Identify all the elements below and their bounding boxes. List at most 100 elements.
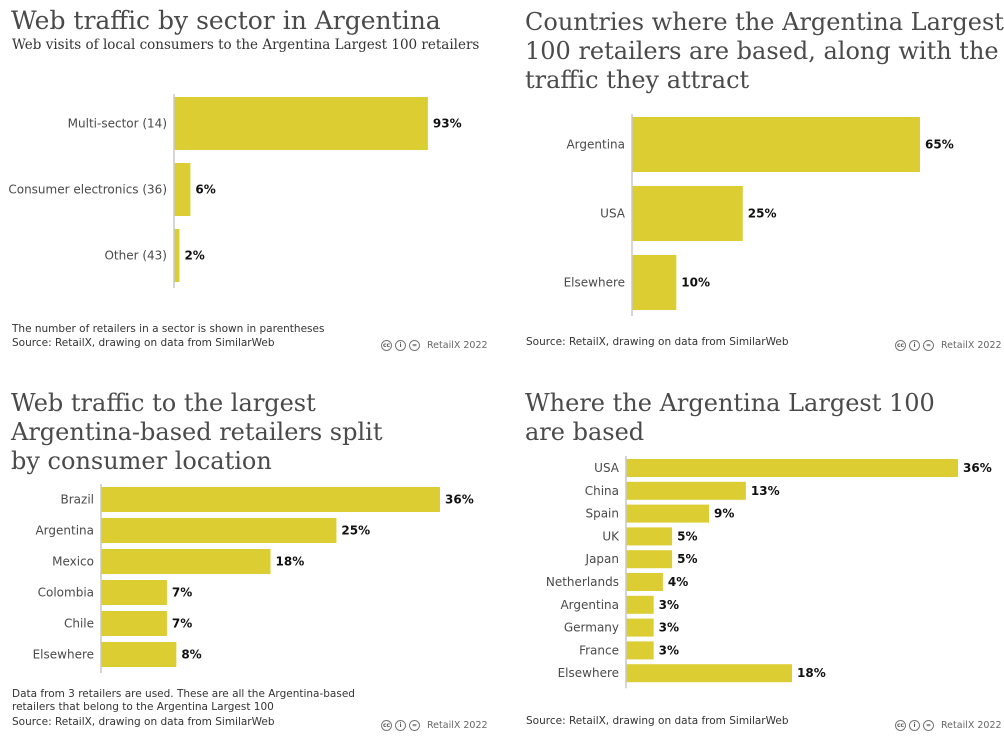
license-credit: cc i = RetailX 2022 [381, 720, 488, 731]
chart-title-line-3: traffic they attract [525, 66, 750, 94]
category-label: France [579, 643, 619, 657]
bar [626, 573, 663, 591]
value-label: 93% [433, 117, 462, 131]
category-label: Consumer electronics (36) [8, 183, 167, 197]
chart-title-line-2: 100 retailers are based, along with the [525, 37, 999, 65]
bar [626, 527, 673, 546]
chart-title-line-1: Where the Argentina Largest 100 [525, 389, 935, 417]
chart-title-line-1: Web traffic to the largest [11, 389, 316, 417]
nd-icon: = [923, 340, 934, 351]
category-label: Argentina [566, 138, 625, 152]
credit-text: RetailX 2022 [941, 720, 1002, 731]
bar [632, 255, 677, 310]
credit-text: RetailX 2022 [427, 720, 488, 731]
nd-icon: = [409, 340, 420, 351]
value-label: 18% [276, 555, 305, 569]
category-label: UK [602, 529, 620, 543]
nd-icon: = [409, 720, 420, 731]
value-label: 25% [748, 207, 777, 221]
value-label: 9% [714, 507, 734, 521]
chart-subtitle: Web visits of local consumers to the Arg… [12, 37, 480, 53]
cc-icon: cc [895, 340, 906, 351]
license-credit: cc i = RetailX 2022 [381, 340, 488, 351]
credit-text: RetailX 2022 [427, 340, 488, 351]
chart-title-line-1: Countries where the Argentina Largest [525, 8, 1004, 36]
value-label: 4% [668, 575, 688, 589]
category-label: Mexico [52, 555, 94, 569]
chart-note-line-2: retailers that belong to the Argentina L… [12, 701, 274, 713]
value-label: 7% [172, 586, 192, 600]
bar [101, 580, 167, 605]
bar [626, 618, 654, 637]
category-label: Argentina [560, 598, 619, 612]
license-credit: cc i = RetailX 2022 [895, 340, 1002, 351]
chart-note-line-1: Data from 3 retailers are used. These ar… [12, 688, 355, 700]
bar [632, 117, 920, 172]
category-label: USA [600, 207, 626, 221]
category-label: Japan [585, 552, 619, 566]
bar [626, 595, 654, 614]
bar [626, 459, 958, 477]
value-label: 7% [172, 617, 192, 631]
license-credit: cc i = RetailX 2022 [895, 720, 1002, 731]
category-label: Elsewhere [564, 276, 625, 290]
bar-chart-countries: Argentina 65% USA 25% Elsewhere 10% [564, 114, 954, 316]
bar [632, 186, 743, 241]
value-label: 13% [751, 484, 780, 498]
bar [101, 642, 177, 667]
category-label: Colombia [38, 586, 94, 600]
bar [626, 481, 746, 500]
cc-icon: cc [895, 720, 906, 731]
category-label: Brazil [61, 493, 95, 507]
category-label: Elsewhere [558, 666, 619, 680]
bar [626, 664, 792, 683]
value-label: 5% [677, 529, 697, 543]
chart-source: Source: RetailX, drawing on data from Si… [12, 337, 275, 349]
cc-icon: cc [381, 340, 392, 351]
bar [626, 641, 654, 660]
category-label: Other (43) [104, 249, 167, 263]
chart-note: The number of retailers in a sector is s… [12, 323, 325, 335]
value-label: 3% [659, 621, 679, 635]
cc-icon: cc [381, 720, 392, 731]
value-label: 3% [659, 598, 679, 612]
value-label: 36% [445, 493, 474, 507]
bar [174, 97, 428, 150]
bar [626, 504, 709, 523]
bar [101, 611, 167, 636]
chart-title-line-2: Argentina-based retailers split [11, 418, 383, 446]
bar [174, 229, 180, 282]
bar-chart-sector: Multi-sector (14) 93% Consumer electronics… [8, 94, 462, 288]
category-label: Netherlands [546, 575, 619, 589]
value-label: 2% [184, 249, 204, 263]
chart-source: Source: RetailX, drawing on data from Si… [526, 715, 789, 727]
bar [101, 549, 271, 574]
bar [101, 487, 440, 512]
value-label: 8% [181, 648, 201, 662]
value-label: 65% [925, 138, 954, 152]
bar [101, 518, 337, 543]
credit-text: RetailX 2022 [941, 340, 1002, 351]
category-label: Germany [564, 621, 619, 635]
value-label: 3% [659, 643, 679, 657]
chart-title: Web traffic by sector in Argentina [11, 6, 441, 35]
value-label: 25% [341, 524, 370, 538]
bar-chart-retailer-base: USA 36% China 13% Spain 9% UK 5% Japan 5% Netherla… [546, 456, 992, 689]
category-label: USA [594, 461, 620, 475]
category-label: Multi-sector (14) [68, 117, 167, 131]
by-icon: i [909, 340, 920, 351]
by-icon: i [395, 720, 406, 731]
chart-source: Source: RetailX, drawing on data from Si… [526, 336, 789, 348]
by-icon: i [909, 720, 920, 731]
bar [626, 550, 673, 569]
category-label: Spain [585, 507, 619, 521]
by-icon: i [395, 340, 406, 351]
category-label: Argentina [35, 524, 94, 538]
value-label: 18% [797, 666, 826, 680]
value-label: 5% [677, 552, 697, 566]
category-label: Chile [64, 617, 94, 631]
category-label: Elsewhere [33, 648, 94, 662]
value-label: 6% [195, 183, 215, 197]
category-label: China [585, 484, 619, 498]
chart-title-line-2: are based [525, 418, 645, 446]
